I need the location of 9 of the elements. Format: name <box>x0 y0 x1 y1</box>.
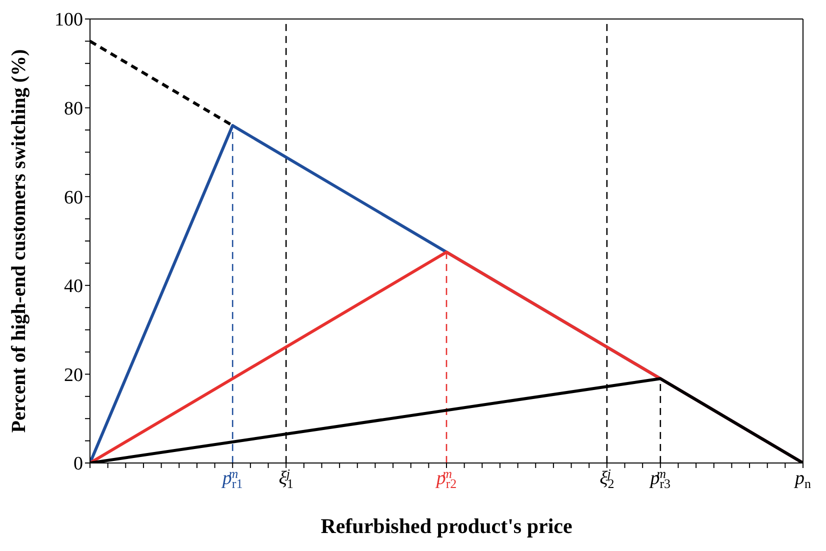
y-tick-label: 0 <box>74 454 83 475</box>
y-tick-label: 100 <box>54 10 83 31</box>
x-axis-title: Refurbished product's price <box>320 514 572 538</box>
y-tick-label: 60 <box>64 187 83 208</box>
y-tick-label: 80 <box>64 98 83 120</box>
y-axis-title: Percent of high-end customers switching (%) <box>8 49 30 433</box>
x-tick-label: p$_{n}$ <box>793 468 812 491</box>
y-tick-label: 20 <box>64 364 83 386</box>
y-tick-label: 40 <box>64 276 83 298</box>
